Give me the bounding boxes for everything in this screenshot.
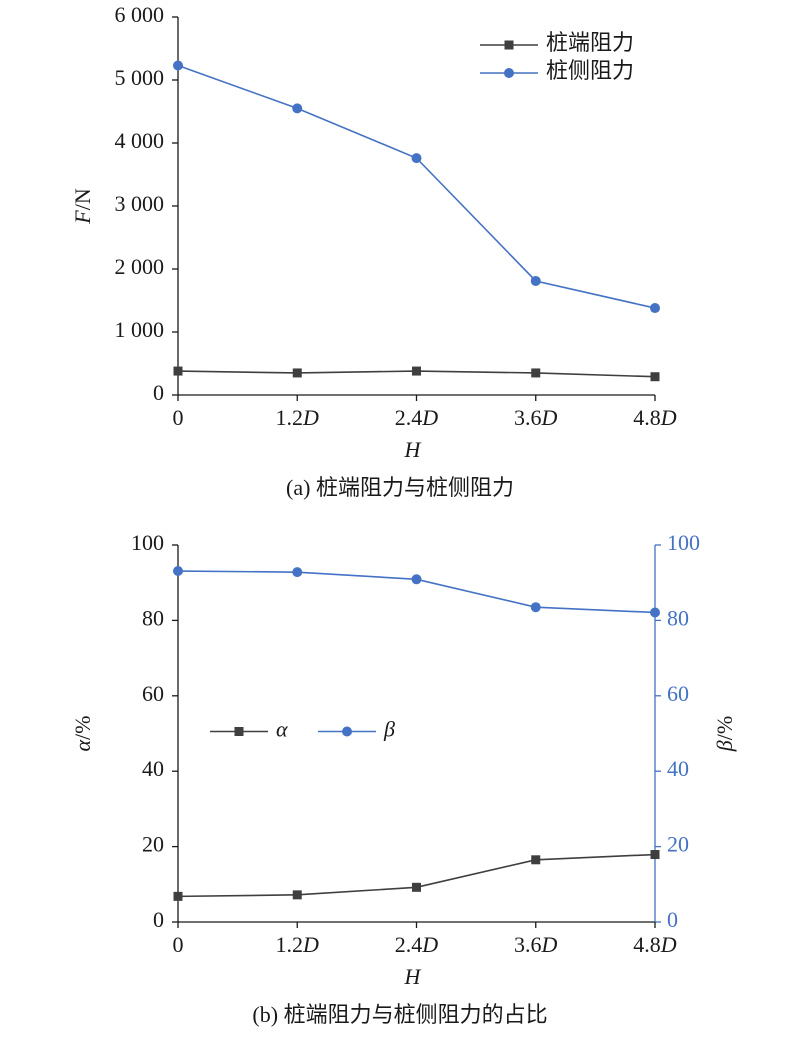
marker: [531, 368, 541, 378]
y-axis-label: α/%: [70, 715, 95, 751]
y-axis-label: F/N: [70, 188, 95, 225]
y-tick-label: 60: [142, 681, 164, 706]
marker: [411, 153, 422, 164]
y2-tick-label: 60: [667, 681, 689, 706]
y-tick-label: 100: [131, 530, 164, 555]
marker: [412, 882, 421, 892]
y-tick-label: 20: [142, 832, 164, 857]
caption: (a) 桩端阻力与桩侧阻力: [286, 475, 514, 500]
marker: [292, 890, 302, 900]
y-tick-label: 4 000: [115, 128, 165, 153]
marker: [650, 850, 660, 860]
marker: [411, 574, 422, 585]
y-tick-label: 80: [142, 605, 164, 630]
x-axis-label: H: [404, 437, 422, 462]
marker: [531, 855, 541, 865]
y2-tick-label: 80: [667, 605, 689, 630]
marker: [650, 303, 660, 314]
y-tick-label: 2 000: [115, 254, 165, 279]
x-tick-label: 1.2D: [276, 932, 320, 957]
legend-marker: [504, 68, 514, 78]
marker: [173, 60, 183, 71]
legend-marker: [504, 40, 514, 50]
y-tick-label: 40: [142, 756, 164, 781]
x-tick-label: 2.4D: [395, 932, 439, 957]
legend-marker: [342, 726, 352, 737]
legend-label: α: [276, 717, 288, 742]
x-tick-label: 3.6D: [514, 405, 558, 430]
x-axis-label: H: [404, 964, 422, 989]
marker: [292, 103, 303, 114]
series-line: [177, 64, 656, 309]
y-tick-label: 1 000: [115, 317, 165, 342]
marker: [650, 607, 660, 618]
y2-tick-label: 20: [667, 832, 689, 857]
marker: [412, 366, 421, 376]
x-tick-label: 4.8D: [633, 932, 677, 957]
marker: [650, 372, 660, 382]
y-tick-label: 5 000: [115, 65, 165, 90]
marker: [173, 366, 183, 376]
marker: [173, 566, 183, 577]
x-tick-label: 0: [173, 405, 184, 430]
y2-axis-label: β/%: [712, 716, 737, 752]
x-tick-label: 1.2D: [276, 405, 320, 430]
x-tick-label: 4.8D: [633, 405, 677, 430]
caption: (b) 桩端阻力与桩侧阻力的占比: [252, 1002, 547, 1027]
legend-marker: [234, 727, 244, 736]
y-tick-label: 0: [153, 380, 164, 405]
y2-tick-label: 40: [667, 756, 689, 781]
x-tick-label: 0: [173, 932, 184, 957]
x-tick-label: 2.4D: [395, 405, 439, 430]
y-tick-label: 0: [153, 907, 164, 932]
legend-label: β: [383, 717, 395, 742]
marker: [530, 275, 541, 286]
marker: [292, 567, 303, 578]
y2-tick-label: 100: [667, 530, 700, 555]
x-tick-label: 3.6D: [514, 932, 558, 957]
y-tick-label: 3 000: [115, 191, 165, 216]
marker: [292, 368, 302, 378]
y-tick-label: 6 000: [115, 2, 165, 27]
legend-label: 桩端阻力: [546, 30, 634, 55]
marker: [173, 891, 183, 901]
y2-tick-label: 0: [667, 907, 678, 932]
legend-label: 桩侧阻力: [546, 58, 634, 83]
marker: [530, 602, 541, 613]
